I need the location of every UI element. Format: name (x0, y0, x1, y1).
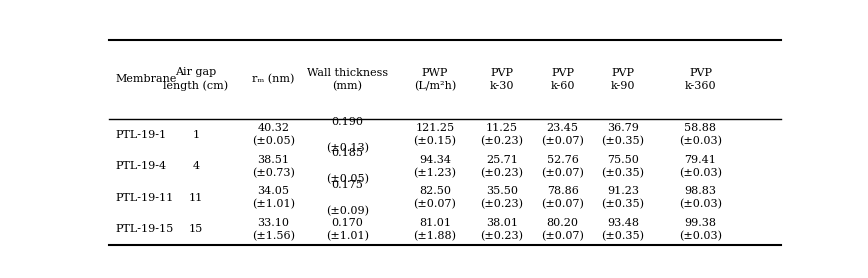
Text: 0.175

(±0.09): 0.175 (±0.09) (326, 180, 369, 216)
Text: PVP
k-360: PVP k-360 (685, 68, 716, 91)
Text: rₘ (nm): rₘ (nm) (252, 74, 294, 85)
Text: PTL-19-4: PTL-19-4 (115, 161, 167, 171)
Text: 35.50
(±0.23): 35.50 (±0.23) (481, 186, 523, 210)
Text: 91.23
(±0.35): 91.23 (±0.35) (602, 186, 645, 210)
Text: 121.25
(±0.15): 121.25 (±0.15) (413, 123, 457, 147)
Text: 1: 1 (193, 130, 200, 140)
Text: 25.71
(±0.23): 25.71 (±0.23) (481, 155, 523, 178)
Text: 36.79
(±0.35): 36.79 (±0.35) (602, 123, 645, 147)
Text: 80.20
(±0.07): 80.20 (±0.07) (541, 218, 584, 241)
Text: 4: 4 (193, 161, 200, 171)
Text: PVP
k-30: PVP k-30 (490, 68, 514, 91)
Text: 79.41
(±0.03): 79.41 (±0.03) (679, 155, 722, 178)
Text: Membrane: Membrane (115, 75, 176, 85)
Text: 23.45
(±0.07): 23.45 (±0.07) (541, 123, 584, 147)
Text: 11: 11 (189, 193, 203, 203)
Text: 52.76
(±0.07): 52.76 (±0.07) (541, 155, 584, 178)
Text: Wall thickness
(mm): Wall thickness (mm) (306, 68, 388, 91)
Text: 33.10
(±1.56): 33.10 (±1.56) (252, 218, 295, 241)
Text: 98.83
(±0.03): 98.83 (±0.03) (679, 186, 722, 210)
Text: 40.32
(±0.05): 40.32 (±0.05) (252, 123, 295, 147)
Text: 58.88
(±0.03): 58.88 (±0.03) (679, 123, 722, 147)
Text: 82.50
(±0.07): 82.50 (±0.07) (413, 186, 457, 210)
Text: 93.48
(±0.35): 93.48 (±0.35) (602, 218, 645, 241)
Text: PTL-19-1: PTL-19-1 (115, 130, 167, 140)
Text: 99.38
(±0.03): 99.38 (±0.03) (679, 218, 722, 241)
Text: PWP
(L/m²h): PWP (L/m²h) (414, 68, 456, 91)
Text: 94.34
(±1.23): 94.34 (±1.23) (413, 155, 457, 178)
Text: 75.50
(±0.35): 75.50 (±0.35) (602, 155, 645, 178)
Text: 11.25
(±0.23): 11.25 (±0.23) (481, 123, 523, 147)
Text: 0.185

(±0.05): 0.185 (±0.05) (326, 148, 369, 184)
Text: 38.01
(±0.23): 38.01 (±0.23) (481, 218, 523, 241)
Text: 81.01
(±1.88): 81.01 (±1.88) (413, 218, 457, 241)
Text: PTL-19-15: PTL-19-15 (115, 225, 174, 234)
Text: PTL-19-11: PTL-19-11 (115, 193, 174, 203)
Text: 0.190

(±0.13): 0.190 (±0.13) (326, 117, 369, 153)
Text: 38.51
(±0.73): 38.51 (±0.73) (252, 155, 295, 178)
Text: Air gap
length (cm): Air gap length (cm) (163, 67, 228, 91)
Text: PVP
k-60: PVP k-60 (550, 68, 575, 91)
Text: 34.05
(±1.01): 34.05 (±1.01) (252, 186, 295, 210)
Text: 78.86
(±0.07): 78.86 (±0.07) (541, 186, 584, 210)
Text: 15: 15 (189, 225, 203, 234)
Text: PVP
k-90: PVP k-90 (611, 68, 635, 91)
Text: 0.170
(±1.01): 0.170 (±1.01) (326, 218, 369, 241)
